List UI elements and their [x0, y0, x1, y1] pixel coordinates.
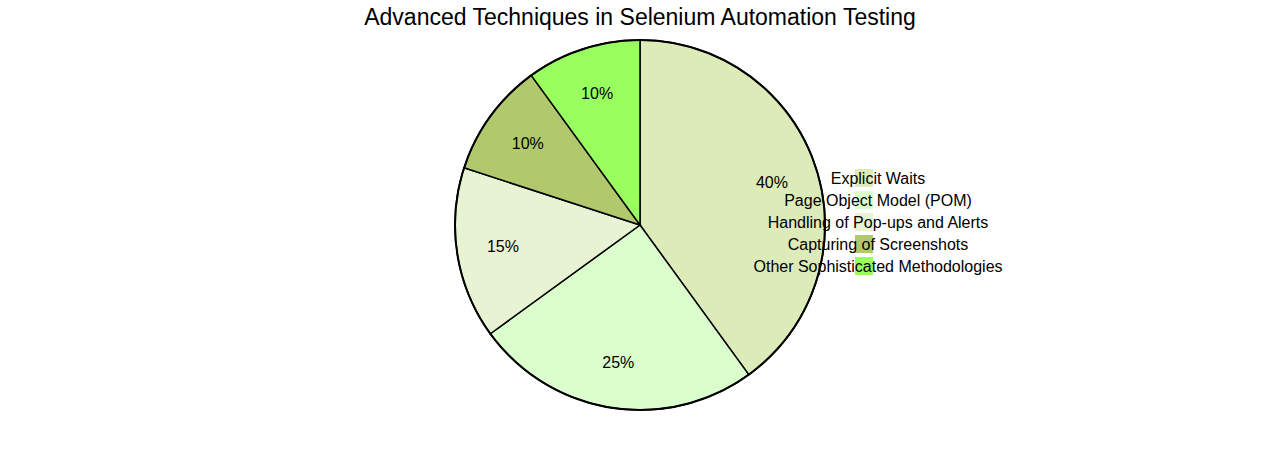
svg-text:10%: 10%: [581, 85, 613, 102]
svg-text:10%: 10%: [512, 135, 544, 152]
svg-text:25%: 25%: [602, 354, 634, 371]
svg-text:15%: 15%: [487, 238, 519, 255]
svg-text:Handling of Pop-ups and Alerts: Handling of Pop-ups and Alerts: [768, 214, 989, 231]
svg-text:Capturing of Screenshots: Capturing of Screenshots: [788, 236, 969, 253]
html-text:Advanced Techniques in Seleniu: Advanced Techniques in Selenium Automati…: [364, 4, 916, 30]
svg-text:Other Sophisticated Methodolog: Other Sophisticated Methodologies: [753, 258, 1002, 275]
svg-text:40%: 40%: [756, 174, 788, 191]
svg-text:Explicit Waits: Explicit Waits: [831, 170, 926, 187]
svg-text:Page Object Model (POM): Page Object Model (POM): [784, 192, 972, 209]
